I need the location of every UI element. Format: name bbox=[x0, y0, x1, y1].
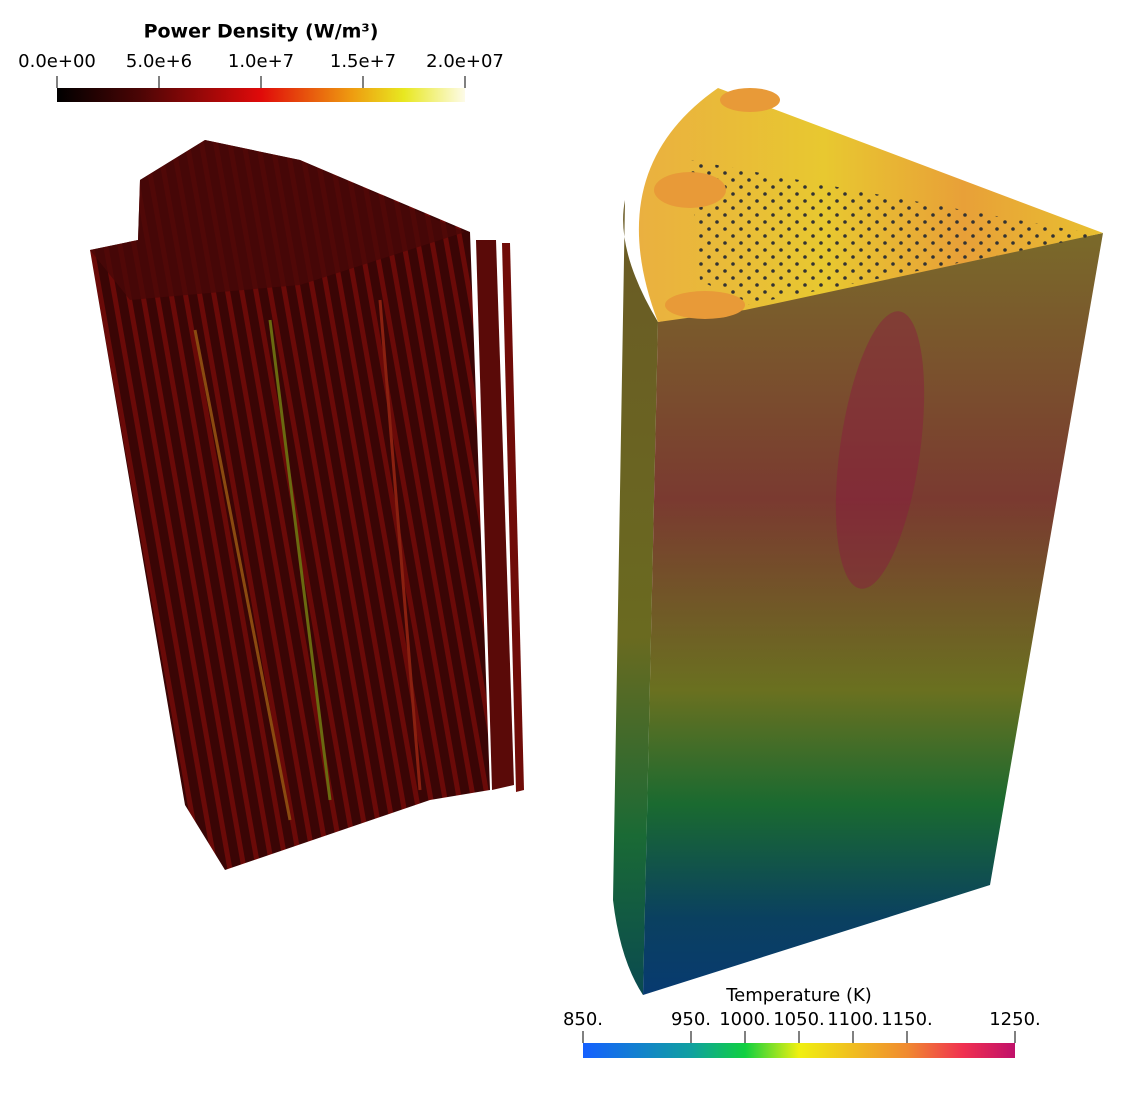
tick-label: 1100. bbox=[827, 1009, 879, 1030]
tick-label: 1250. bbox=[989, 1009, 1041, 1030]
rod-bundle bbox=[90, 140, 524, 870]
tick-label: 1.0e+7 bbox=[228, 51, 294, 72]
colorbars: Power Density (W/m³) 0.0e+00 5.0e+6 1.0e+7 1… bbox=[18, 21, 1041, 1058]
tick-label: 1000. bbox=[719, 1009, 771, 1030]
tick-label: 5.0e+6 bbox=[126, 51, 192, 72]
tick-label: 2.0e+07 bbox=[426, 51, 504, 72]
colorbar bbox=[583, 1043, 1015, 1058]
tick-label: 1150. bbox=[881, 1009, 933, 1030]
colorbar bbox=[57, 88, 465, 102]
wedge bbox=[613, 88, 1103, 995]
tick-label: 950. bbox=[671, 1009, 711, 1030]
tick-label: 850. bbox=[563, 1009, 603, 1030]
colorbar-title: Temperature (K) bbox=[725, 985, 872, 1006]
tick-label: 1050. bbox=[773, 1009, 825, 1030]
colorbar-title: Power Density (W/m³) bbox=[144, 21, 379, 43]
tick-label: 1.5e+7 bbox=[330, 51, 396, 72]
tick-label: 0.0e+00 bbox=[18, 51, 96, 72]
